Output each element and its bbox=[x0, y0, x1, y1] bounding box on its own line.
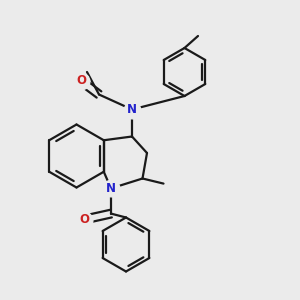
Text: O: O bbox=[79, 213, 89, 226]
Text: O: O bbox=[76, 74, 86, 88]
Text: N: N bbox=[106, 182, 116, 195]
Text: N: N bbox=[127, 103, 137, 116]
